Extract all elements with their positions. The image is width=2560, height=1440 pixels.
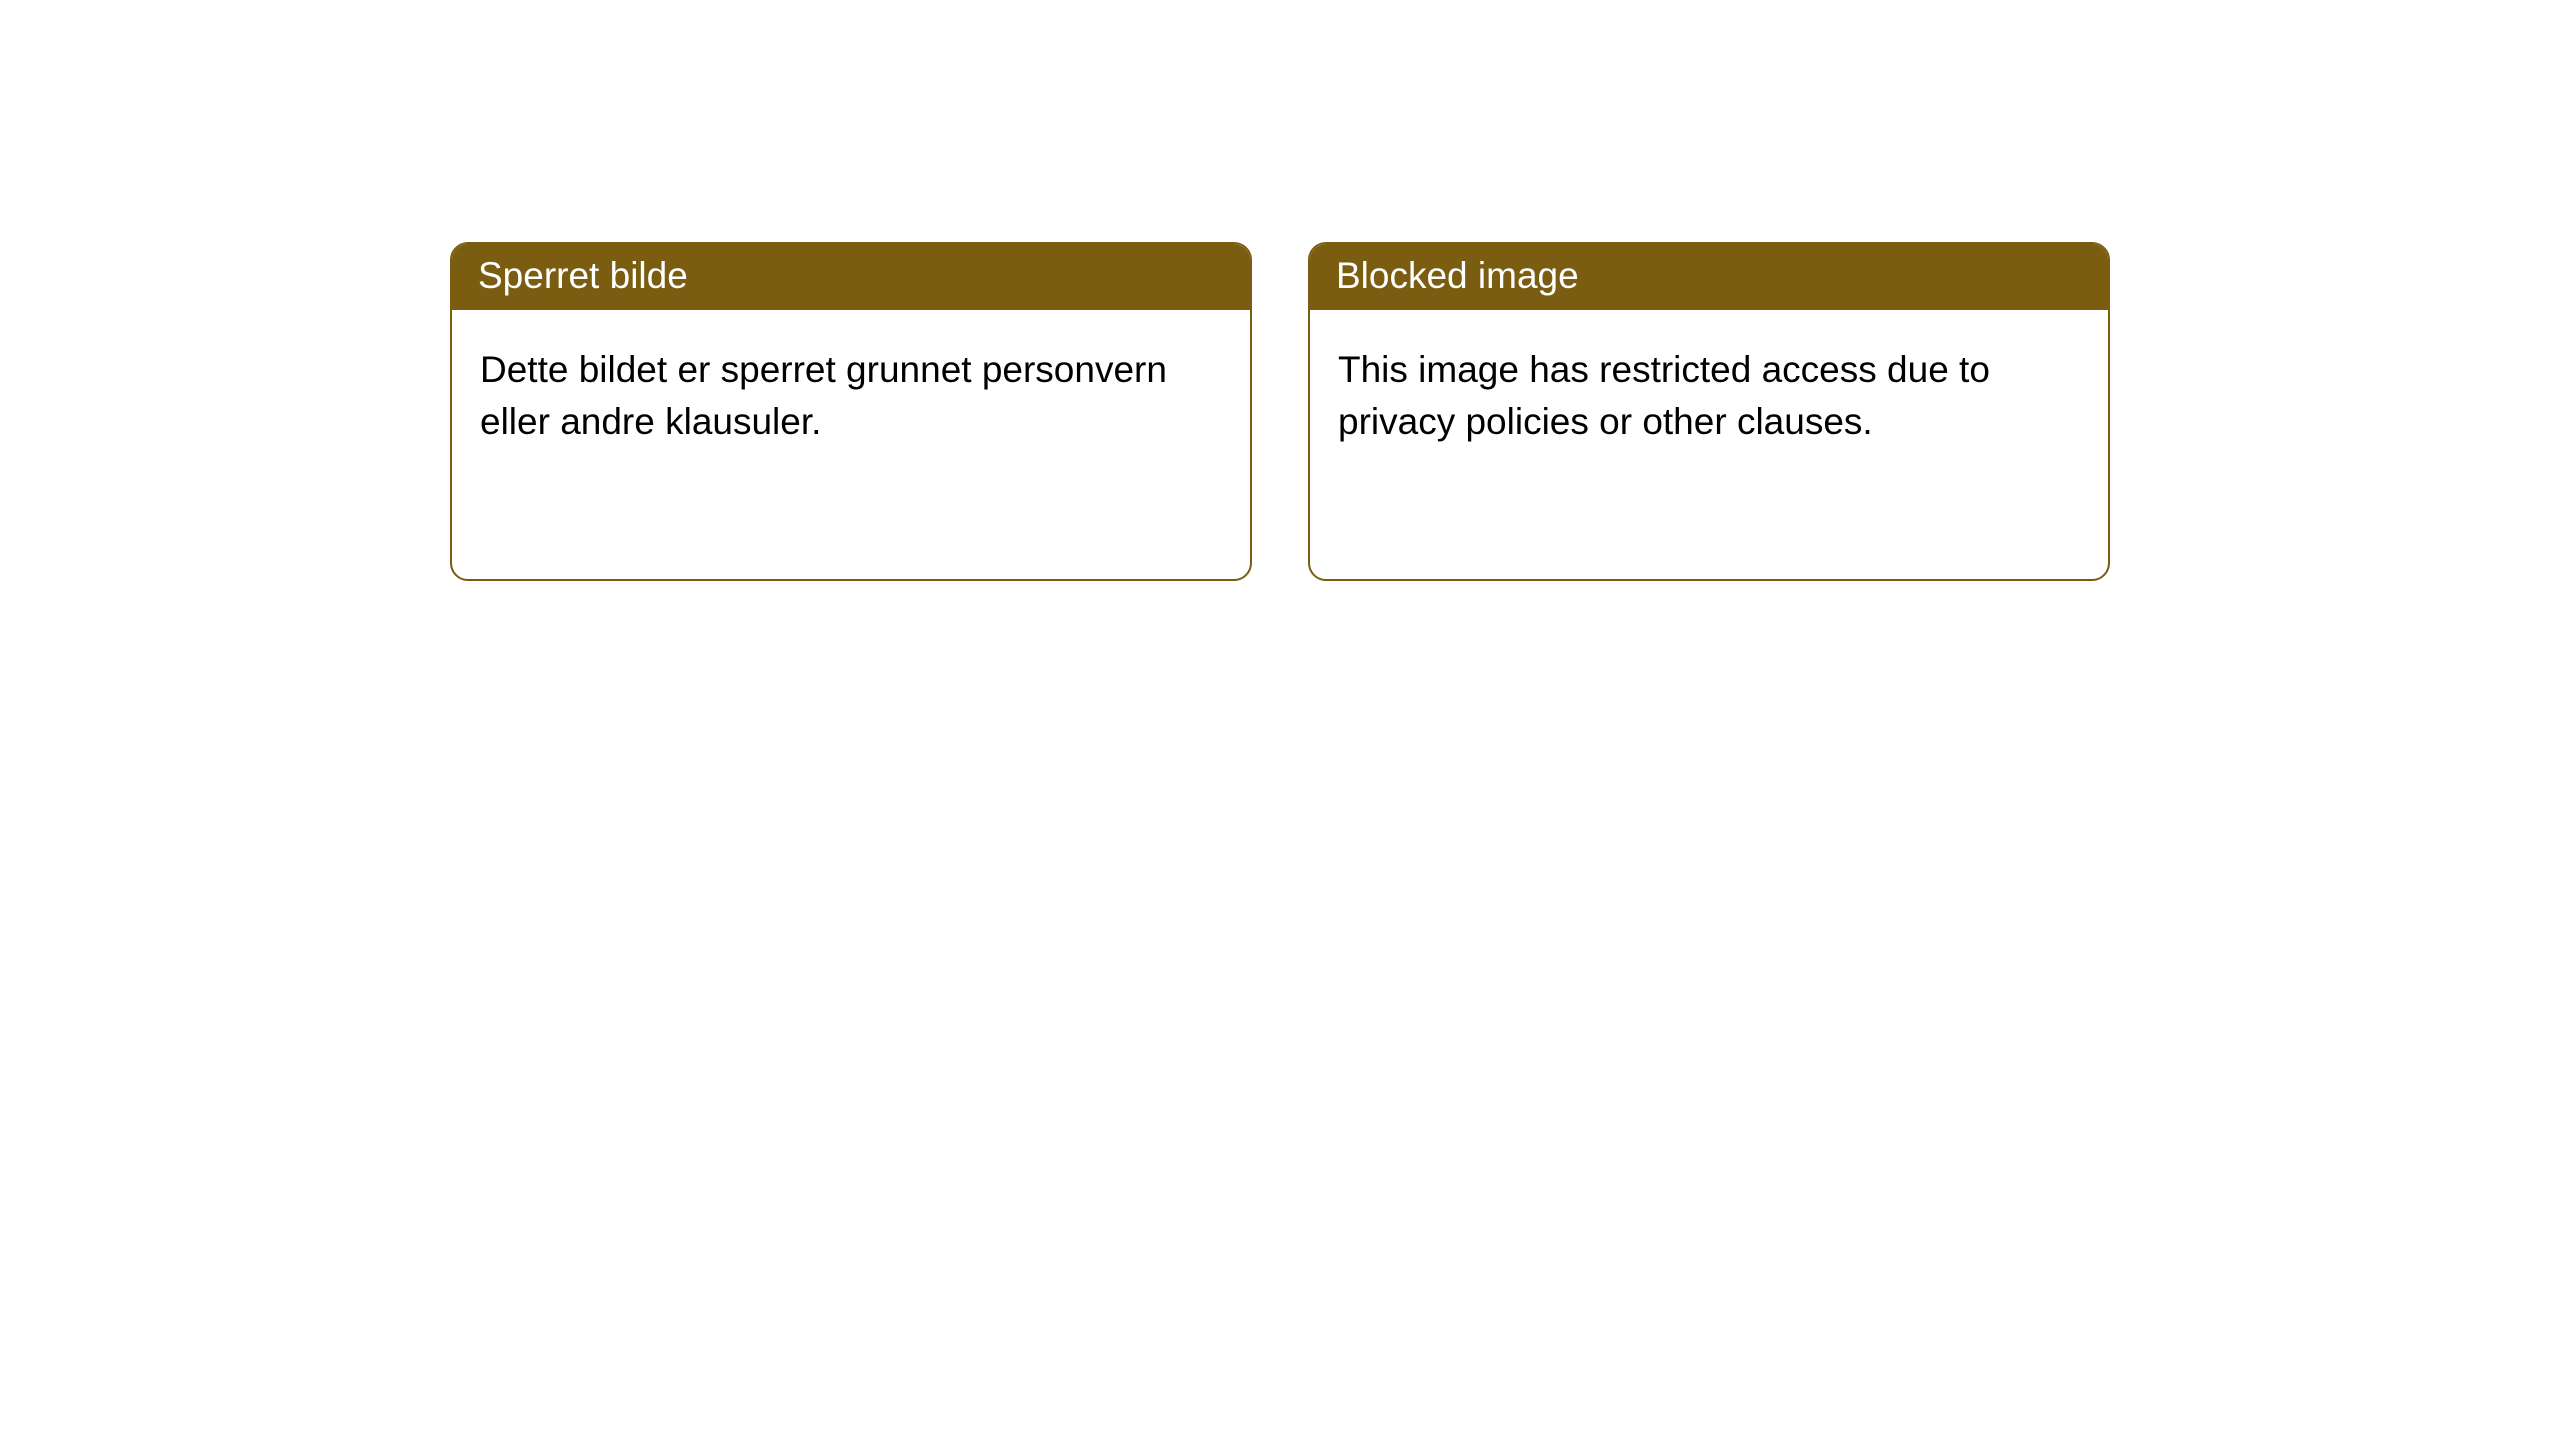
notice-card-body: This image has restricted access due to … — [1310, 310, 2108, 482]
notice-card-header: Sperret bilde — [452, 244, 1250, 310]
notice-card-body: Dette bildet er sperret grunnet personve… — [452, 310, 1250, 482]
notice-card-text: Dette bildet er sperret grunnet personve… — [480, 349, 1167, 442]
notice-card-english: Blocked image This image has restricted … — [1308, 242, 2110, 581]
notice-card-header: Blocked image — [1310, 244, 2108, 310]
notice-card-norwegian: Sperret bilde Dette bildet er sperret gr… — [450, 242, 1252, 581]
notice-card-text: This image has restricted access due to … — [1338, 349, 1990, 442]
notice-card-title: Sperret bilde — [478, 255, 688, 296]
notice-cards-container: Sperret bilde Dette bildet er sperret gr… — [0, 0, 2560, 581]
notice-card-title: Blocked image — [1336, 255, 1579, 296]
